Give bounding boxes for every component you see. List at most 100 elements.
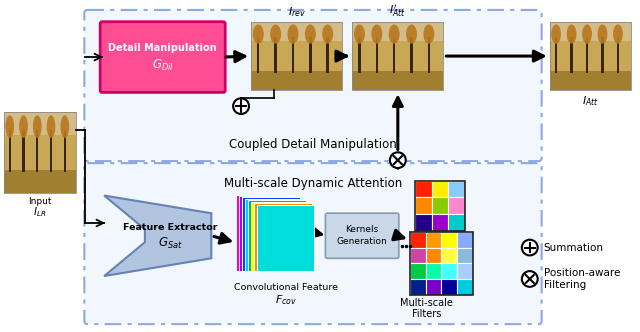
Bar: [4, 170, 76, 193]
Bar: [236, 195, 294, 271]
Text: Detail Manipulation: Detail Manipulation: [108, 43, 217, 53]
Bar: [550, 22, 631, 90]
Ellipse shape: [253, 25, 264, 44]
Bar: [352, 22, 444, 90]
Ellipse shape: [424, 25, 435, 44]
Bar: [442, 279, 458, 295]
Text: Position-aware
Filtering: Position-aware Filtering: [543, 268, 620, 290]
Bar: [449, 181, 465, 198]
Bar: [415, 198, 431, 214]
Ellipse shape: [287, 25, 298, 44]
Bar: [410, 232, 473, 295]
Bar: [410, 248, 426, 263]
Ellipse shape: [33, 115, 42, 138]
Text: $I^{\prime}_{Att}$: $I^{\prime}_{Att}$: [389, 3, 406, 19]
Bar: [254, 204, 312, 271]
Bar: [22, 130, 25, 172]
Bar: [4, 112, 76, 134]
Bar: [251, 22, 342, 90]
Bar: [586, 37, 588, 73]
FancyBboxPatch shape: [325, 213, 399, 258]
Bar: [410, 263, 426, 279]
Bar: [431, 214, 449, 231]
Bar: [4, 112, 76, 193]
Bar: [428, 37, 430, 73]
FancyBboxPatch shape: [100, 22, 225, 92]
Bar: [352, 22, 444, 90]
Bar: [309, 37, 312, 73]
Bar: [352, 71, 444, 90]
Bar: [248, 201, 305, 271]
Text: Coupled Detail Manipulation: Coupled Detail Manipulation: [229, 138, 397, 151]
Bar: [426, 248, 442, 263]
Bar: [458, 232, 473, 248]
Ellipse shape: [598, 25, 607, 44]
Ellipse shape: [582, 25, 592, 44]
Text: $G_{Sat}$: $G_{Sat}$: [158, 236, 183, 251]
Bar: [415, 214, 431, 231]
Text: Multi-scale
Filters: Multi-scale Filters: [400, 297, 453, 319]
Bar: [458, 279, 473, 295]
Bar: [550, 22, 631, 41]
Bar: [257, 37, 259, 73]
Ellipse shape: [19, 115, 28, 138]
Bar: [292, 37, 294, 73]
Bar: [393, 37, 396, 73]
Bar: [550, 22, 631, 90]
Bar: [426, 232, 442, 248]
Bar: [449, 198, 465, 214]
Bar: [550, 71, 631, 90]
Ellipse shape: [5, 115, 14, 138]
Bar: [431, 198, 449, 214]
Bar: [326, 37, 329, 73]
Ellipse shape: [47, 115, 56, 138]
Circle shape: [522, 240, 538, 255]
Bar: [376, 37, 378, 73]
Bar: [602, 37, 604, 73]
Bar: [4, 112, 76, 193]
Circle shape: [390, 152, 406, 168]
Text: Kernels: Kernels: [346, 225, 379, 234]
FancyBboxPatch shape: [84, 10, 541, 161]
Bar: [426, 263, 442, 279]
Text: $I_{LR}$: $I_{LR}$: [33, 205, 47, 219]
Bar: [358, 37, 361, 73]
Bar: [410, 232, 426, 248]
Bar: [617, 37, 619, 73]
Bar: [242, 198, 300, 271]
Ellipse shape: [406, 25, 417, 44]
Text: Feature Extractor: Feature Extractor: [124, 223, 218, 232]
Bar: [251, 71, 342, 90]
Bar: [442, 232, 458, 248]
Ellipse shape: [60, 115, 69, 138]
Bar: [275, 37, 277, 73]
Ellipse shape: [613, 25, 623, 44]
Ellipse shape: [551, 25, 561, 44]
Bar: [251, 22, 342, 90]
Bar: [251, 22, 342, 41]
Text: Input: Input: [28, 198, 52, 207]
Bar: [570, 37, 573, 73]
Text: $G_{Dil}$: $G_{Dil}$: [152, 58, 173, 73]
Bar: [458, 263, 473, 279]
Bar: [442, 248, 458, 263]
Polygon shape: [104, 196, 211, 276]
Bar: [8, 130, 11, 172]
Bar: [431, 181, 449, 198]
Bar: [257, 205, 314, 271]
Bar: [50, 130, 52, 172]
Bar: [63, 130, 66, 172]
Text: $I_{Att}$: $I_{Att}$: [582, 94, 599, 108]
Bar: [251, 202, 308, 271]
Circle shape: [233, 98, 249, 114]
Ellipse shape: [322, 25, 333, 44]
Ellipse shape: [305, 25, 316, 44]
Bar: [245, 199, 303, 271]
Ellipse shape: [371, 25, 382, 44]
Text: $I_{rev}$: $I_{rev}$: [287, 5, 306, 19]
Bar: [352, 22, 444, 41]
Bar: [426, 279, 442, 295]
Bar: [442, 263, 458, 279]
Ellipse shape: [388, 25, 399, 44]
Text: $F_{cov}$: $F_{cov}$: [275, 293, 297, 306]
